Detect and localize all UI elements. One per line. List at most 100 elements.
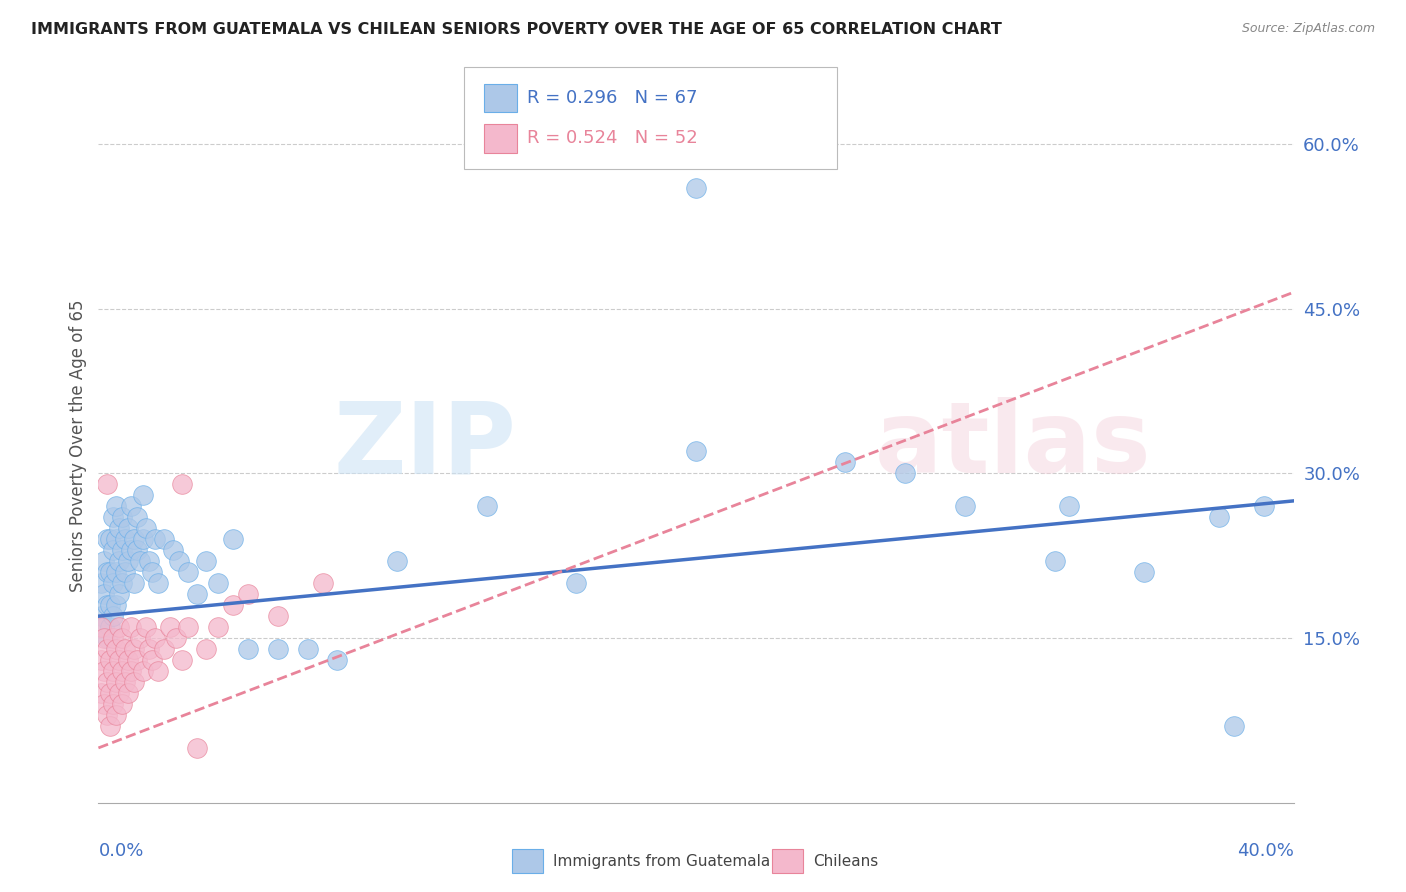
Point: [98, 653, 122, 667]
Point: [1253, 500, 1275, 514]
Point: [141, 653, 163, 667]
Text: R = 0.296   N = 67: R = 0.296 N = 67: [527, 89, 697, 107]
Point: [165, 631, 187, 645]
Point: [114, 566, 136, 580]
Point: [108, 620, 131, 634]
Point: [98, 719, 122, 733]
Point: [127, 543, 149, 558]
Point: [172, 477, 194, 491]
Point: [129, 631, 152, 645]
Point: [132, 488, 155, 502]
Point: [103, 664, 125, 678]
Point: [177, 620, 200, 634]
Point: [117, 554, 139, 568]
Text: 0.0%: 0.0%: [98, 842, 143, 860]
Point: [114, 642, 136, 657]
Point: [90, 609, 112, 624]
Point: [114, 675, 136, 690]
Point: [111, 510, 134, 524]
Point: [111, 664, 134, 678]
Point: [90, 653, 112, 667]
Text: IMMIGRANTS FROM GUATEMALA VS CHILEAN SENIORS POVERTY OVER THE AGE OF 65 CORRELAT: IMMIGRANTS FROM GUATEMALA VS CHILEAN SEN…: [31, 22, 1002, 37]
Point: [105, 533, 128, 547]
Point: [236, 587, 259, 601]
Point: [105, 566, 128, 580]
Point: [96, 533, 118, 547]
Point: [93, 697, 115, 711]
Text: Chileans: Chileans: [813, 854, 877, 869]
Point: [1043, 554, 1066, 568]
Point: [90, 576, 112, 591]
Point: [98, 598, 122, 612]
Point: [108, 653, 131, 667]
Point: [90, 620, 112, 634]
Point: [93, 631, 115, 645]
Point: [108, 587, 131, 601]
Point: [120, 500, 142, 514]
Point: [222, 598, 245, 612]
Point: [111, 576, 134, 591]
Point: [98, 533, 122, 547]
Point: [167, 554, 190, 568]
Point: [105, 708, 128, 723]
Point: [177, 566, 200, 580]
Text: ZIP: ZIP: [333, 398, 517, 494]
Point: [138, 554, 160, 568]
Point: [236, 642, 259, 657]
Point: [143, 631, 166, 645]
Point: [148, 576, 170, 591]
Point: [111, 631, 134, 645]
Point: [124, 642, 146, 657]
Point: [894, 467, 917, 481]
Point: [120, 664, 142, 678]
Point: [565, 576, 588, 591]
Point: [143, 533, 166, 547]
Point: [141, 566, 163, 580]
Point: [105, 675, 128, 690]
Point: [120, 620, 142, 634]
Point: [96, 708, 118, 723]
Point: [96, 477, 118, 491]
Point: [685, 444, 707, 458]
Point: [96, 631, 118, 645]
Point: [195, 642, 218, 657]
Point: [186, 740, 208, 755]
Point: [98, 686, 122, 700]
Point: [267, 609, 290, 624]
Point: [311, 576, 333, 591]
Point: [93, 664, 115, 678]
Point: [834, 455, 856, 469]
Point: [124, 576, 146, 591]
Point: [153, 533, 176, 547]
Text: Immigrants from Guatemala: Immigrants from Guatemala: [553, 854, 770, 869]
Point: [127, 653, 149, 667]
Point: [103, 510, 125, 524]
Point: [96, 566, 118, 580]
Text: R = 0.524   N = 52: R = 0.524 N = 52: [527, 129, 697, 147]
Point: [267, 642, 290, 657]
Point: [222, 533, 245, 547]
Point: [111, 543, 134, 558]
Point: [207, 620, 229, 634]
Text: atlas: atlas: [876, 398, 1152, 494]
Point: [93, 620, 115, 634]
Point: [129, 554, 152, 568]
Point: [93, 554, 115, 568]
Point: [108, 521, 131, 535]
Point: [685, 181, 707, 195]
Point: [297, 642, 319, 657]
Point: [135, 521, 157, 535]
Point: [117, 686, 139, 700]
Point: [385, 554, 409, 568]
Point: [117, 521, 139, 535]
Point: [159, 620, 181, 634]
Point: [195, 554, 218, 568]
Text: 40.0%: 40.0%: [1237, 842, 1294, 860]
Point: [475, 500, 498, 514]
Point: [111, 697, 134, 711]
Point: [1223, 719, 1246, 733]
Point: [127, 510, 149, 524]
Point: [1133, 566, 1156, 580]
Point: [93, 587, 115, 601]
Point: [96, 675, 118, 690]
